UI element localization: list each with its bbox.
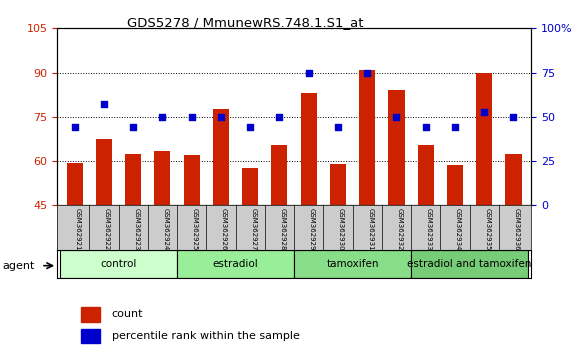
- Bar: [213, 109, 229, 205]
- Bar: [271, 145, 287, 205]
- Text: percentile rank within the sample: percentile rank within the sample: [111, 331, 299, 341]
- Point: [304, 70, 313, 75]
- Bar: [154, 151, 171, 205]
- Text: estradiol and tamoxifen: estradiol and tamoxifen: [407, 259, 532, 269]
- Text: GDS5278 / MmunewRS.748.1.S1_at: GDS5278 / MmunewRS.748.1.S1_at: [127, 16, 364, 29]
- Bar: [81, 307, 100, 321]
- Text: estradiol: estradiol: [212, 259, 259, 269]
- Text: GSM362936: GSM362936: [513, 209, 520, 251]
- Point: [246, 125, 255, 130]
- Text: GSM362926: GSM362926: [221, 209, 227, 251]
- Text: GSM362933: GSM362933: [426, 209, 432, 251]
- Bar: [242, 169, 258, 205]
- Text: tamoxifen: tamoxifen: [326, 259, 379, 269]
- Bar: [417, 145, 434, 205]
- Point: [99, 102, 108, 107]
- Point: [70, 125, 79, 130]
- Text: GSM362921: GSM362921: [75, 209, 81, 251]
- Point: [480, 109, 489, 114]
- Bar: [359, 70, 375, 205]
- Text: GSM362930: GSM362930: [338, 209, 344, 251]
- Text: GSM362927: GSM362927: [250, 209, 256, 251]
- Bar: [177, 250, 294, 278]
- Text: GSM362932: GSM362932: [396, 209, 403, 251]
- Point: [333, 125, 343, 130]
- Point: [187, 114, 196, 120]
- Text: GSM362929: GSM362929: [309, 209, 315, 251]
- Point: [392, 114, 401, 120]
- Bar: [81, 329, 100, 343]
- Text: GSM362925: GSM362925: [192, 209, 198, 251]
- Text: control: control: [100, 259, 136, 269]
- Bar: [447, 166, 463, 205]
- Point: [158, 114, 167, 120]
- Text: GSM362934: GSM362934: [455, 209, 461, 251]
- Text: GSM362924: GSM362924: [162, 209, 168, 251]
- Text: GSM362931: GSM362931: [367, 209, 373, 251]
- Bar: [301, 93, 317, 205]
- Bar: [60, 250, 177, 278]
- Point: [509, 114, 518, 120]
- Text: GSM362922: GSM362922: [104, 209, 110, 251]
- Bar: [125, 154, 141, 205]
- Bar: [330, 164, 346, 205]
- Point: [275, 114, 284, 120]
- Point: [216, 114, 226, 120]
- Point: [421, 125, 431, 130]
- Bar: [411, 250, 528, 278]
- Bar: [184, 155, 200, 205]
- Text: agent: agent: [3, 261, 35, 271]
- Text: count: count: [111, 309, 143, 319]
- Bar: [505, 154, 521, 205]
- Point: [128, 125, 138, 130]
- Bar: [294, 250, 411, 278]
- Bar: [476, 73, 492, 205]
- Bar: [67, 162, 83, 205]
- Text: GSM362923: GSM362923: [133, 209, 139, 251]
- Bar: [388, 90, 404, 205]
- Point: [363, 70, 372, 75]
- Bar: [96, 139, 112, 205]
- Point: [451, 125, 460, 130]
- Text: GSM362928: GSM362928: [279, 209, 286, 251]
- Text: GSM362935: GSM362935: [484, 209, 490, 251]
